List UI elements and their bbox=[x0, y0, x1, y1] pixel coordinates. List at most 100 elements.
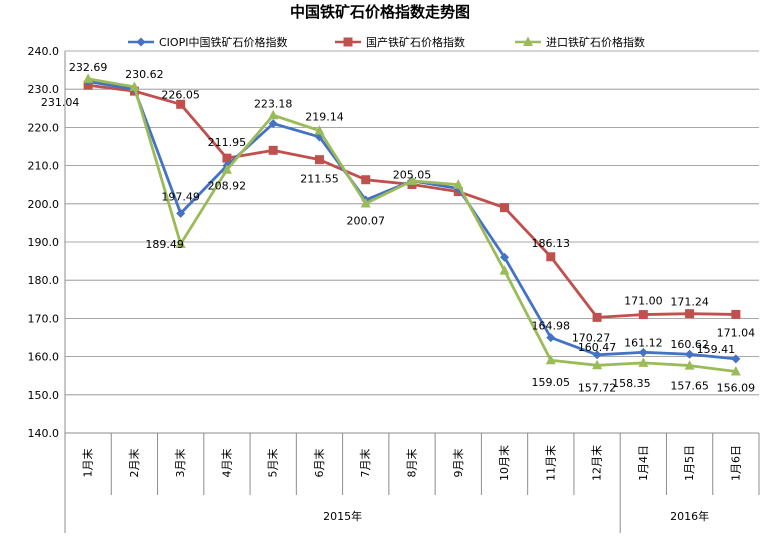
square-marker bbox=[268, 145, 278, 155]
y-tick-label: 220.0 bbox=[28, 121, 60, 134]
data-label: 156.09 bbox=[717, 382, 756, 395]
data-label: 160.62 bbox=[670, 338, 709, 351]
triangle-marker bbox=[730, 366, 741, 376]
triangle-marker bbox=[545, 354, 556, 365]
x-tick-label: 5月末 bbox=[266, 449, 280, 478]
x-tick-label: 1月4日 bbox=[637, 445, 650, 481]
diamond-marker bbox=[685, 349, 695, 359]
x-group-label: 2015年 bbox=[323, 509, 362, 523]
y-tick-label: 180.0 bbox=[28, 274, 60, 287]
square-marker bbox=[638, 310, 648, 320]
legend-marker bbox=[136, 37, 146, 47]
data-label: 223.18 bbox=[254, 97, 293, 110]
triangle-marker bbox=[684, 360, 695, 370]
x-tick-label: 8月末 bbox=[405, 449, 419, 478]
square-marker bbox=[314, 155, 324, 165]
y-tick-label: 150.0 bbox=[28, 389, 60, 402]
data-label: 157.72 bbox=[578, 381, 617, 394]
x-axis: 1月末 2月末 3月末 4月末 5月末 6月末 7月末 8月末 9月末 10月末 11月末 12月末 1… bbox=[65, 432, 760, 533]
y-tick-label: 210.0 bbox=[28, 160, 60, 173]
data-label: 159.41 bbox=[697, 343, 736, 356]
triangle-marker bbox=[592, 359, 603, 370]
diamond-marker bbox=[176, 208, 186, 218]
data-label: 171.24 bbox=[670, 296, 709, 309]
data-label: 205.05 bbox=[393, 169, 432, 182]
diamond-marker bbox=[546, 333, 556, 343]
square-marker bbox=[176, 99, 186, 109]
data-label: 164.98 bbox=[532, 320, 571, 333]
data-label: 171.00 bbox=[624, 295, 663, 308]
y-tick-label: 140.0 bbox=[28, 427, 60, 440]
triangle-marker bbox=[268, 109, 279, 120]
triangle-marker bbox=[499, 265, 510, 275]
data-label: 161.12 bbox=[624, 336, 663, 349]
legend-marker bbox=[523, 36, 533, 46]
square-marker bbox=[546, 252, 556, 262]
y-tick-label: 240.0 bbox=[28, 45, 60, 58]
data-label: 200.07 bbox=[346, 215, 385, 228]
data-label: 211.95 bbox=[208, 136, 247, 149]
x-tick-label: 2月末 bbox=[127, 449, 141, 478]
legend-label: CIOPI中国铁矿石价格指数 bbox=[159, 35, 287, 49]
x-tick-label: 9月末 bbox=[451, 449, 465, 478]
data-label: 219.14 bbox=[305, 111, 344, 124]
diamond-marker bbox=[592, 350, 602, 360]
x-tick-label: 4月末 bbox=[219, 449, 233, 478]
series-lines bbox=[83, 73, 741, 376]
data-label: 171.04 bbox=[717, 326, 756, 339]
diamond-marker bbox=[731, 354, 741, 364]
triangle-marker bbox=[407, 175, 417, 185]
diamond-marker bbox=[638, 347, 648, 357]
x-tick-label: 3月末 bbox=[173, 449, 187, 478]
y-tick-label: 170.0 bbox=[28, 312, 60, 325]
square-marker bbox=[361, 175, 371, 185]
series-line bbox=[87, 77, 737, 373]
y-tick-label: 200.0 bbox=[28, 198, 60, 211]
data-label: 231.04 bbox=[41, 96, 80, 109]
data-label: 230.62 bbox=[125, 68, 164, 81]
x-tick-label: 11月末 bbox=[543, 445, 557, 481]
triangle-marker bbox=[221, 164, 232, 174]
data-label: 226.05 bbox=[161, 88, 200, 101]
y-tick-label: 230.0 bbox=[28, 83, 60, 96]
x-tick-label: 1月5日 bbox=[683, 445, 696, 481]
x-tick-label: 7月末 bbox=[358, 449, 372, 478]
diamond-marker bbox=[268, 119, 278, 129]
diamond-marker bbox=[500, 252, 510, 262]
square-marker bbox=[500, 203, 510, 213]
data-label: 157.65 bbox=[670, 380, 709, 393]
data-label: 170.27 bbox=[572, 331, 611, 344]
y-tick-label: 190.0 bbox=[28, 236, 60, 249]
square-marker bbox=[731, 309, 741, 319]
data-label: 160.47 bbox=[578, 341, 617, 354]
square-marker bbox=[592, 312, 602, 322]
x-tick-label: 1月6日 bbox=[729, 445, 742, 481]
series-line bbox=[87, 80, 737, 361]
triangle-marker bbox=[129, 81, 140, 91]
data-label: 211.55 bbox=[300, 173, 339, 186]
x-tick-label: 6月末 bbox=[312, 449, 326, 478]
x-tick-label: 1月末 bbox=[81, 449, 95, 478]
square-marker bbox=[222, 153, 232, 163]
x-tick-label: 12月末 bbox=[590, 445, 604, 481]
x-tick-label: 10月末 bbox=[497, 445, 511, 481]
triangle-marker bbox=[638, 357, 649, 367]
legend: CIOPI中国铁矿石价格指数 国产铁矿石价格指数 进口铁矿石价格指数 bbox=[128, 35, 645, 49]
triangle-marker bbox=[360, 198, 371, 208]
y-tick-label: 160.0 bbox=[28, 351, 60, 364]
data-label: 197.49 bbox=[161, 190, 200, 203]
triangle-marker bbox=[314, 125, 325, 135]
y-axis: 140.0 150.0 160.0 170.0 180.0 190.0 200.0 210.0… bbox=[28, 45, 66, 533]
data-label: 208.92 bbox=[208, 180, 247, 193]
square-marker bbox=[685, 309, 695, 319]
x-group-label: 2016年 bbox=[670, 509, 709, 523]
y-gridlines bbox=[65, 50, 759, 396]
legend-marker bbox=[343, 37, 353, 47]
data-label: 189.49 bbox=[145, 238, 184, 251]
data-label: 158.35 bbox=[612, 377, 651, 390]
triangle-marker bbox=[453, 179, 464, 189]
triangle-marker bbox=[175, 238, 186, 248]
legend-label: 国产铁矿石价格指数 bbox=[366, 35, 465, 49]
